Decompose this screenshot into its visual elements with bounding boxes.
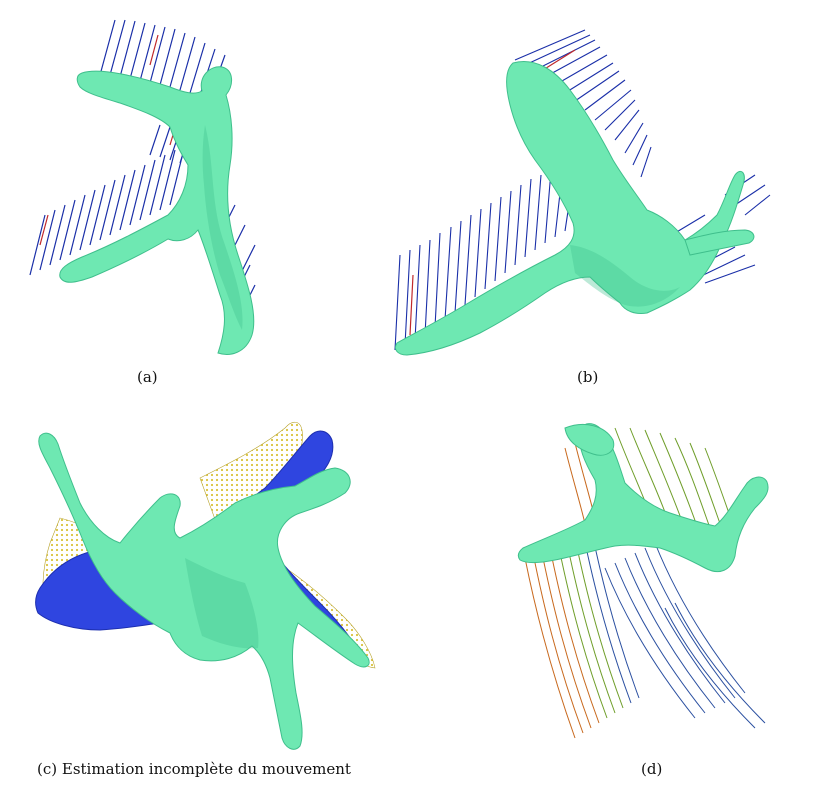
motion-vectors-b (394, 29, 771, 351)
mesh-body-a (59, 66, 255, 355)
caption-d: (d) (641, 760, 663, 778)
mesh-render-c (35, 421, 376, 750)
caption-b: (b) (577, 368, 599, 386)
caption-a: (a) (137, 368, 158, 386)
flow-lines-d (524, 427, 766, 739)
caption-c: (c) Estimation incomplète du mouvement (37, 760, 351, 778)
mesh-render-a (29, 19, 256, 355)
mesh-body-b (394, 61, 745, 356)
mesh-body-c (38, 432, 370, 750)
figure-panel-d (505, 408, 785, 753)
mesh-render-b (394, 29, 771, 356)
figure-panel-c (20, 408, 380, 753)
mesh-render-d (517, 423, 769, 739)
figure-panel-a (20, 15, 280, 365)
figure-panel-b (385, 15, 785, 365)
